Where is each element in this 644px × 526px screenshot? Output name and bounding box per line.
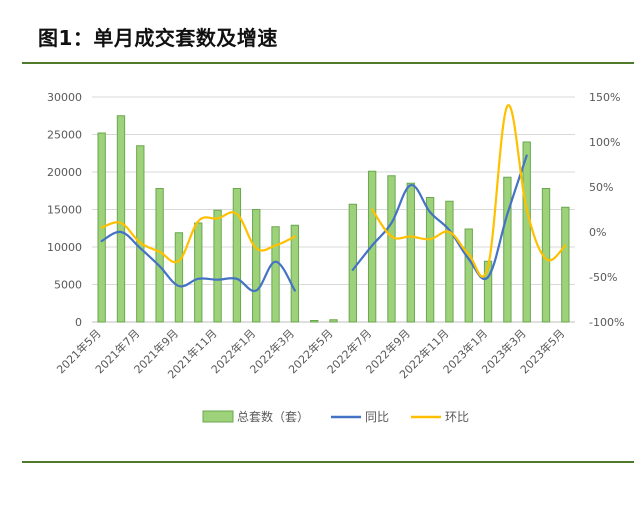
y-left-tick-label: 10000: [47, 241, 82, 254]
bar: [329, 319, 338, 323]
y-right-tick-label: 150%: [589, 91, 620, 104]
bar: [290, 224, 300, 323]
bar-series: [97, 115, 570, 323]
legend-label: 环比: [445, 410, 469, 424]
y-axis-left: 0 5000 10000 15000 20000 25000 30000: [47, 91, 82, 329]
bar: [445, 200, 454, 323]
bar: [561, 206, 570, 323]
bar: [464, 228, 473, 323]
bar: [116, 115, 126, 323]
y-right-tick-label: -50%: [589, 271, 617, 284]
bar: [271, 226, 280, 323]
legend-swatch-bar: [202, 410, 234, 423]
y-left-tick-label: 5000: [54, 279, 82, 292]
y-left-tick-label: 20000: [47, 166, 82, 179]
x-axis: 2021年5月2021年7月2021年9月2021年11月2022年1月2022…: [54, 326, 568, 381]
bar: [194, 222, 203, 323]
y-left-tick-label: 30000: [47, 91, 82, 104]
line-segment: [100, 230, 296, 293]
line-segment: [100, 211, 296, 264]
bar: [174, 232, 184, 323]
bar: [387, 175, 396, 323]
y-left-tick-label: 25000: [47, 129, 82, 142]
bottom-divider: [22, 461, 634, 463]
y-axis-right: -100% -50% 0% 50% 100% 150%: [589, 91, 624, 329]
y-left-tick-label: 0: [75, 316, 82, 329]
line-series: [100, 104, 567, 293]
bar: [136, 145, 145, 323]
bar: [503, 176, 512, 323]
y-right-tick-label: 50%: [589, 181, 613, 194]
y-right-tick-label: 0%: [589, 226, 606, 239]
bar: [213, 209, 222, 323]
bar: [310, 320, 319, 323]
y-right-tick-label: -100%: [589, 316, 624, 329]
legend-label: 同比: [365, 410, 389, 424]
bar: [232, 188, 242, 323]
top-divider: [22, 62, 634, 64]
legend: 总套数（套） 同比 环比: [202, 409, 469, 424]
bar: [252, 209, 261, 323]
y-right-tick-label: 100%: [589, 136, 620, 149]
bar: [406, 182, 415, 323]
bar: [425, 197, 435, 323]
y-left-tick-label: 15000: [47, 204, 82, 217]
line-segment: [371, 104, 567, 278]
bar: [522, 141, 531, 323]
legend-label: 总套数（套）: [237, 409, 309, 424]
figure-title: 图1：单月成交套数及增速: [38, 26, 278, 50]
bar: [155, 188, 164, 323]
bar: [348, 203, 357, 323]
line-segment: [351, 154, 528, 280]
